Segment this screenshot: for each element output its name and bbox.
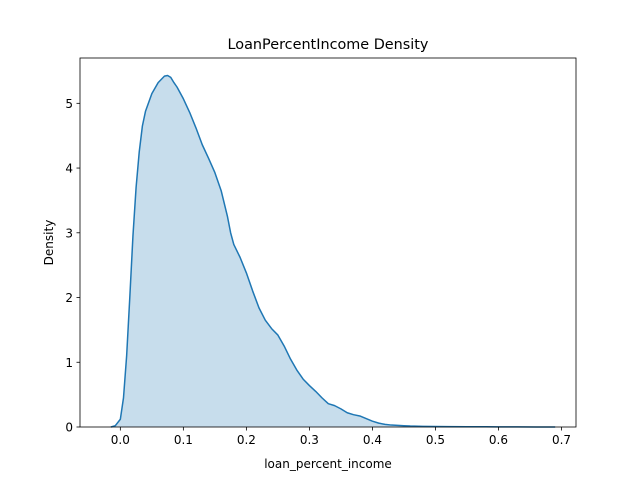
density-line [110,74,556,428]
x-axis-label: loan_percent_income [264,457,392,471]
x-tick-label: 0.1 [174,433,193,447]
x-tick-label: 0.4 [363,433,382,447]
x-tick-label: 0.7 [552,433,571,447]
x-tick-label: 0.0 [111,433,130,447]
chart-title: LoanPercentIncome Density [228,37,429,53]
axes-frame [79,57,577,428]
y-tick-label: 4 [65,162,73,176]
x-tick-label: 0.3 [300,433,319,447]
x-tick-label: 0.6 [489,433,508,447]
density-area-fill [110,75,556,427]
y-tick-label: 5 [65,97,73,111]
y-tick-label: 2 [65,291,73,305]
x-tick-label: 0.2 [237,433,256,447]
x-tick-label: 0.5 [426,433,445,447]
y-tick-label: 0 [65,421,73,435]
plot-area [110,74,556,428]
y-tick-label: 1 [65,356,73,370]
y-axis-label: Density [42,220,56,266]
y-tick-label: 3 [65,226,73,240]
axis-ticks: 0.0 0.1 0.2 0.3 0.4 0.5 0.6 0.7 0 1 2 3 4 5 [65,97,571,447]
